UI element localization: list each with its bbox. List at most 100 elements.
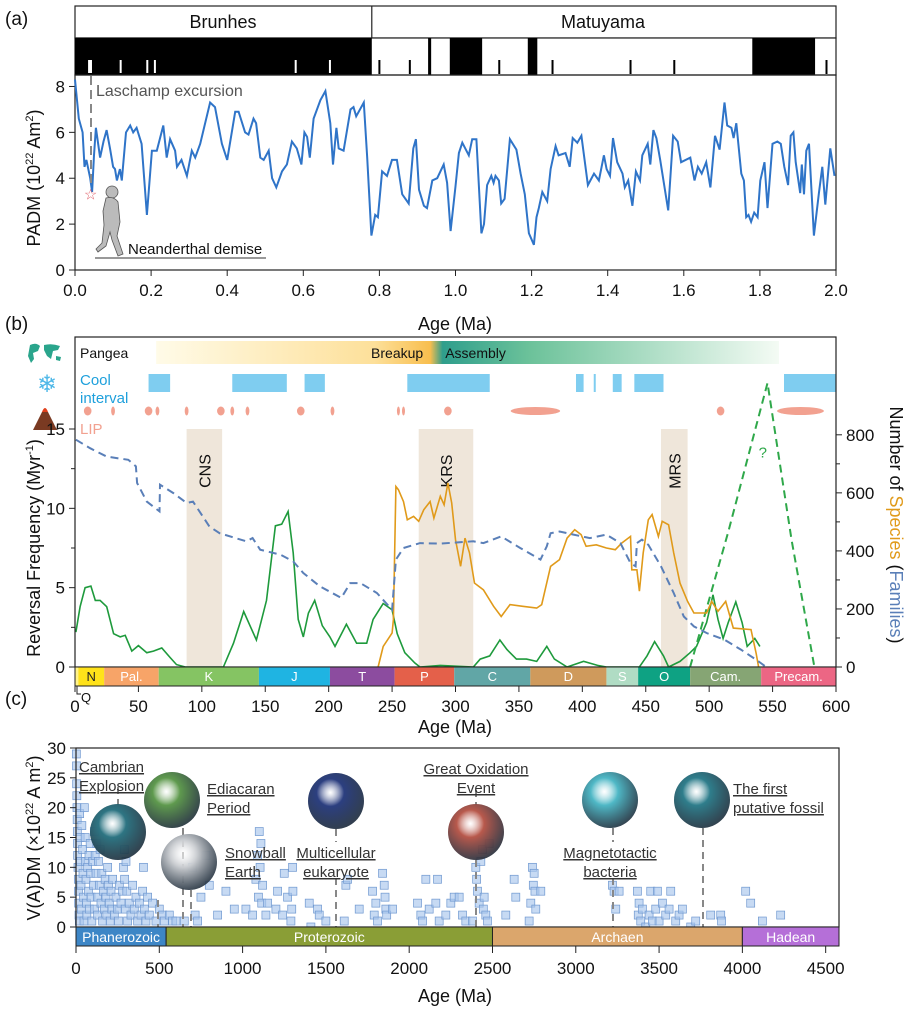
data-point: [279, 868, 289, 878]
data-point: [253, 851, 262, 860]
x-tick-label: 150: [251, 697, 279, 716]
neanderthal-label: Neanderthal demise: [128, 241, 262, 258]
data-point: [258, 880, 267, 890]
y-tick-label: 5: [57, 888, 66, 907]
data-point: [434, 916, 444, 926]
data-point: [666, 886, 676, 896]
y-axis-label: V(A)DM (×1022 A m2): [24, 756, 44, 921]
period-bar-segment: [158, 667, 259, 686]
data-point: [139, 862, 148, 872]
event-label-line1: Magnetotactic: [563, 845, 657, 862]
chron-label-row: [74, 5, 837, 39]
superchron-label: KRS: [439, 455, 456, 488]
data-point: [128, 880, 137, 890]
period-bar-segment: [638, 667, 691, 686]
y-tick-label: 0: [57, 918, 66, 937]
data-point: [526, 898, 536, 908]
x-tick-label: 300: [441, 697, 469, 716]
data-point: [413, 898, 422, 908]
y-tick-label: 25: [47, 769, 66, 788]
lip-event-marker: [716, 406, 725, 416]
y-left-tick-label: 10: [46, 499, 65, 518]
event-label-line2: putative fossil: [733, 800, 824, 817]
data-point: [614, 886, 624, 896]
event-illustration-icon: [582, 772, 638, 828]
data-point: [529, 868, 539, 878]
period-bar-segment: [78, 667, 105, 686]
cool-interval-bar: [575, 374, 584, 392]
normal-polarity-interval: [75, 38, 372, 75]
data-point: [251, 874, 261, 884]
event-label-line2: Period: [207, 800, 250, 817]
period-label: D: [564, 669, 573, 684]
data-point: [531, 904, 541, 914]
data-point: [654, 916, 664, 926]
data-point: [93, 910, 103, 920]
event-annotation: Multicellular eukaryote: [296, 773, 376, 927]
data-point: [288, 862, 297, 872]
pangea-breakup-label: Breakup: [371, 345, 423, 361]
padm-line: [74, 79, 836, 246]
period-bar-segment: [394, 667, 455, 686]
x-tick-label: 1500: [307, 959, 345, 978]
lip-event-marker: [155, 406, 160, 416]
data-point: [143, 892, 152, 902]
data-point: [658, 898, 667, 908]
snowflake-icon: ❄: [37, 371, 57, 398]
period-bar-segment: [104, 667, 159, 686]
superchron-band-mrs: [660, 429, 688, 667]
event-illustration-icon: [90, 804, 146, 860]
period-label: P: [420, 669, 429, 684]
y-tick-label: 10: [47, 858, 66, 877]
data-point: [441, 910, 451, 920]
data-point: [144, 910, 154, 920]
eon-label: Proterozoic: [294, 929, 365, 945]
data-point: [283, 892, 292, 902]
data-point: [746, 898, 756, 908]
data-point: [288, 886, 298, 896]
data-point: [261, 910, 271, 920]
superchron-band-cns: [186, 429, 223, 667]
x-tick-label: 0.4: [215, 281, 239, 300]
superchron-label: MRS: [667, 453, 684, 489]
data-point: [254, 827, 264, 836]
period-bar-segment: [530, 667, 607, 686]
data-point: [388, 904, 397, 914]
series-line-reversal-frequency-extrapolated-: [689, 382, 816, 668]
chron-label-brunhes: Brunhes: [189, 12, 256, 32]
event-label-line2: Event: [457, 780, 496, 797]
data-point: [651, 904, 661, 914]
data-point: [72, 779, 82, 789]
event-label-line1: Cambrian: [79, 759, 144, 776]
q-bracket: [76, 686, 81, 695]
event-illustration-icon: [161, 834, 217, 890]
data-point: [479, 892, 489, 902]
pangea-label: Pangea: [80, 345, 128, 361]
data-point: [111, 892, 121, 902]
x-tick-label: 4500: [807, 959, 845, 978]
y-left-tick-label: 0: [56, 658, 65, 677]
x-tick-label: 1.0: [444, 281, 468, 300]
data-point: [94, 857, 103, 866]
cool-interval-bar: [612, 374, 622, 392]
data-point: [78, 845, 88, 854]
data-point: [509, 874, 519, 884]
data-point: [148, 898, 157, 908]
data-point: [314, 910, 324, 920]
data-point: [273, 886, 282, 896]
cool-interval-bar: [232, 374, 287, 392]
data-point: [229, 904, 239, 914]
data-point: [501, 910, 511, 920]
data-point: [424, 904, 434, 914]
volcano-icon: [33, 408, 57, 430]
normal-polarity-interval: [527, 38, 538, 75]
data-point: [382, 910, 392, 920]
period-label: Precam.: [774, 669, 822, 684]
lip-event-marker: [184, 406, 189, 416]
data-point: [483, 916, 492, 926]
data-point: [120, 874, 129, 884]
x-tick-label: 250: [378, 697, 406, 716]
cool-interval-bar: [634, 374, 664, 392]
data-point: [304, 898, 314, 908]
data-point: [287, 904, 297, 914]
